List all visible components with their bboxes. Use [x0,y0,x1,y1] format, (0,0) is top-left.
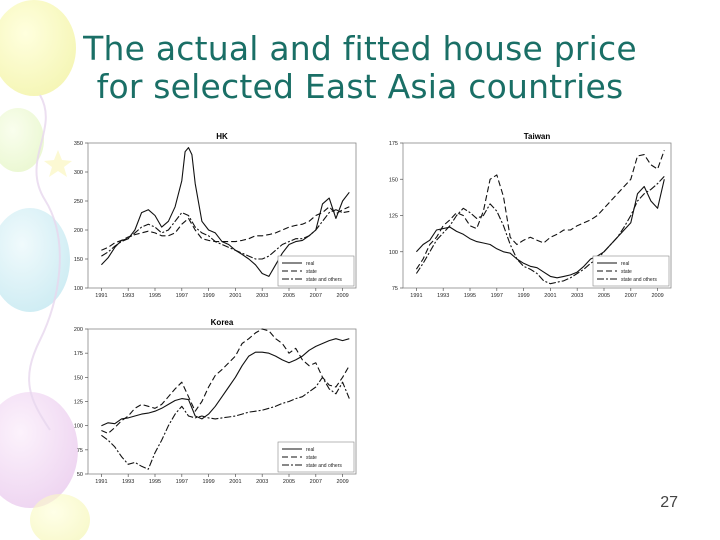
x-tick-label: 1995 [149,293,161,299]
x-tick-label: 2003 [571,293,583,299]
x-tick-label: 2003 [256,479,268,485]
balloon-yellow-bottom [30,494,90,540]
y-tick-label: 350 [74,141,83,147]
x-tick-label: 1999 [202,479,214,485]
x-tick-label: 2007 [625,293,637,299]
y-tick-label: 200 [74,327,83,333]
x-tick-label: 1991 [95,479,107,485]
x-tick-label: 2007 [310,479,322,485]
page-number: 27 [660,494,678,511]
chart-legend: real state state and others [592,255,670,287]
y-tick-label: 100 [74,424,83,430]
chart-legend: real state state and others [277,255,355,287]
y-tick-label: 175 [74,351,83,357]
y-tick-label: 250 [74,199,83,205]
x-tick-label: 2001 [544,293,556,299]
x-tick-label: 2001 [229,479,241,485]
slide-title: The actual and fitted house price for se… [40,30,680,106]
chart-title: Taiwan [524,132,551,141]
x-tick-label: 1993 [122,479,134,485]
series-line-state-and-others [415,175,665,285]
legend-label: state and others [621,277,657,283]
balloon-blue [0,208,70,312]
y-tick-label: 125 [74,400,83,406]
x-tick-label: 1991 [95,293,107,299]
x-tick-label: 1993 [437,293,449,299]
y-tick-label: 75 [392,286,398,292]
y-tick-label: 75 [77,448,83,454]
series-line-state [101,328,350,434]
legend-label: real [306,261,314,267]
x-tick-label: 1993 [122,293,134,299]
y-tick-label: 100 [74,286,83,292]
legend-label: state and others [306,463,342,469]
series-line-real [101,338,350,427]
balloon-ribbon [28,94,61,431]
x-tick-label: 2001 [229,293,241,299]
y-tick-label: 150 [74,257,83,263]
x-tick-label: 2009 [336,479,348,485]
chart-taiwan: Taiwan 75 100 125 150 175 1991 1993 1995 1997 1999… [389,132,672,299]
chart-legend: real state state and others [277,441,355,473]
slide-title-line1: The actual and fitted house price [83,29,637,68]
balloon-yellow-top [0,0,76,96]
y-tick-label: 300 [74,170,83,176]
y-tick-label: 150 [389,177,398,183]
series-line-state [415,150,665,270]
y-tick-label: 100 [389,250,398,256]
y-tick-label: 50 [77,472,83,478]
star-shape [44,150,72,177]
x-tick-label: 2005 [283,293,295,299]
legend-label: real [306,447,314,453]
slide-title-line2: for selected East Asia countries [96,67,624,106]
series-line-state [101,206,350,251]
legend-label: state [621,269,632,275]
x-tick-label: 2003 [256,293,268,299]
legend-label: state and others [306,277,342,283]
x-tick-label: 2005 [283,479,295,485]
balloon-purple [0,392,78,508]
series-line-state-and-others [101,376,350,470]
x-tick-label: 2005 [598,293,610,299]
chart-korea: Korea 50 75 100 125 150 175 200 1991 1993 1995 1997… [74,318,357,485]
x-tick-label: 1991 [410,293,422,299]
x-tick-label: 2009 [651,293,663,299]
y-tick-label: 200 [74,228,83,234]
x-tick-label: 2009 [336,293,348,299]
x-tick-label: 1999 [202,293,214,299]
chart-title: Korea [211,318,234,327]
x-tick-label: 1995 [464,293,476,299]
x-tick-label: 1997 [491,293,503,299]
x-tick-label: 2007 [310,293,322,299]
series-line-state-and-others [101,209,350,260]
balloon-green [0,108,44,172]
chart-title: HK [216,132,228,141]
x-tick-label: 1997 [176,479,188,485]
legend-label: state [306,269,317,275]
y-tick-label: 150 [74,375,83,381]
x-tick-label: 1997 [176,293,188,299]
chart-hk: HK 100 150 200 250 300 350 1991 1993 1995 1997 1999… [74,132,357,299]
series-line-real [101,147,350,277]
legend-label: real [621,261,629,267]
y-tick-label: 125 [389,214,398,220]
y-tick-label: 175 [389,141,398,147]
series-line-real [415,179,665,279]
legend-label: state [306,455,317,461]
x-tick-label: 1995 [149,479,161,485]
x-tick-label: 1999 [517,293,529,299]
